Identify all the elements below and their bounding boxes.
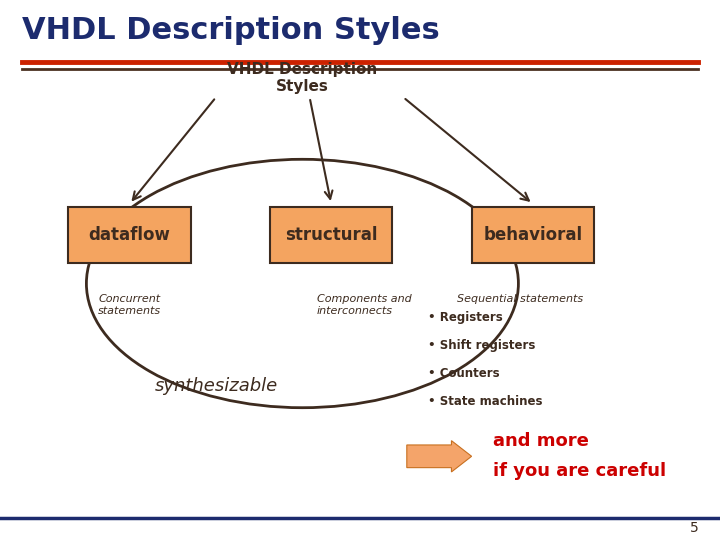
Text: behavioral: behavioral — [483, 226, 582, 244]
Text: 5: 5 — [690, 521, 698, 535]
Text: • Shift registers: • Shift registers — [428, 339, 536, 352]
Text: synthesizable: synthesizable — [154, 377, 278, 395]
Text: structural: structural — [285, 226, 377, 244]
Text: Components and
interconnects: Components and interconnects — [317, 294, 412, 316]
Text: if you are careful: if you are careful — [493, 462, 666, 481]
Text: Concurrent
statements: Concurrent statements — [98, 294, 161, 316]
FancyArrow shape — [407, 441, 472, 472]
Text: VHDL Description
Styles: VHDL Description Styles — [228, 62, 377, 94]
Text: Sequential statements: Sequential statements — [457, 294, 583, 305]
Text: dataflow: dataflow — [89, 226, 171, 244]
Text: • Counters: • Counters — [428, 367, 500, 380]
Text: • State machines: • State machines — [428, 395, 543, 408]
FancyBboxPatch shape — [68, 206, 191, 263]
FancyBboxPatch shape — [270, 206, 392, 263]
Text: • Registers: • Registers — [428, 310, 503, 323]
Text: VHDL Description Styles: VHDL Description Styles — [22, 16, 439, 45]
Text: and more: and more — [493, 432, 589, 450]
FancyBboxPatch shape — [472, 206, 594, 263]
